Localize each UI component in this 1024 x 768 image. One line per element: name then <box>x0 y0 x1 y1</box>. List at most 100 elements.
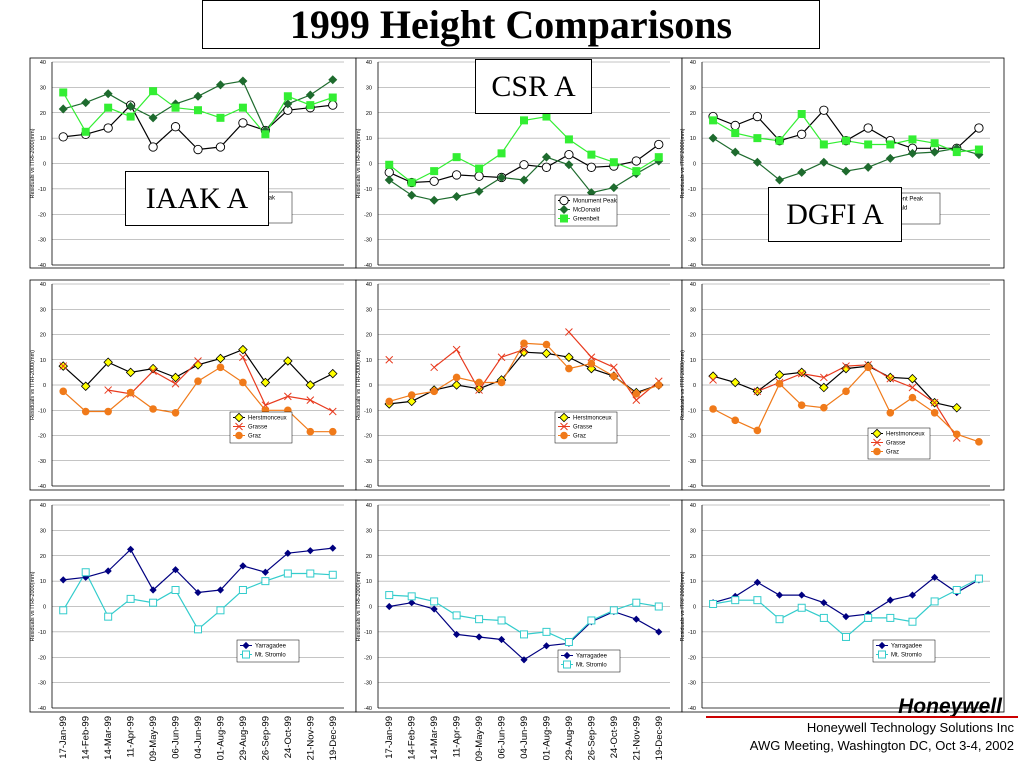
y-tick-label: -10 <box>364 630 372 636</box>
data-point <box>541 162 552 172</box>
data-point <box>148 363 158 374</box>
panel-frame <box>681 499 1005 713</box>
panel-dgfi-australia: 40 30 20 10 0 -10 -20 -30 -40 Residuals vs ITRF20… <box>680 499 1005 713</box>
y-tick-label: -40 <box>364 263 372 269</box>
data-point <box>81 407 90 416</box>
title-box: 1999 Height Comparisons <box>202 0 820 49</box>
data-point <box>975 438 983 446</box>
data-point <box>564 135 573 144</box>
data-point <box>406 396 417 407</box>
data-point <box>234 412 244 423</box>
data-point <box>148 113 158 123</box>
y-tick-label: 10 <box>690 136 696 142</box>
data-point <box>709 405 717 413</box>
data-point <box>126 112 135 121</box>
y-tick-label: -30 <box>364 238 372 244</box>
data-point <box>305 90 315 100</box>
x-tick-label: 17-Jan-99 <box>384 716 395 759</box>
data-point <box>497 635 506 644</box>
y-axis-label: Residuals vs ITRF2000(mm) <box>30 571 36 641</box>
data-point <box>104 103 113 112</box>
data-point <box>752 111 763 122</box>
data-point <box>520 656 528 664</box>
data-point <box>238 76 248 86</box>
data-point <box>384 175 394 185</box>
legend: Yarragadee Mt. Stromlo <box>236 639 300 663</box>
y-tick-label: -30 <box>688 681 696 687</box>
legend: Herstmonceux Grasse Graz <box>867 427 931 460</box>
y-tick-label: -20 <box>364 212 372 218</box>
data-point <box>908 591 917 599</box>
data-point <box>306 547 314 555</box>
data-point <box>885 153 895 163</box>
data-point <box>559 195 569 206</box>
data-point <box>519 160 529 170</box>
data-point <box>305 380 316 390</box>
data-point <box>385 355 394 364</box>
data-point <box>775 136 784 145</box>
data-point <box>385 160 394 169</box>
data-point <box>864 140 873 149</box>
data-point <box>126 594 135 603</box>
y-tick-label: -20 <box>364 655 372 661</box>
data-point <box>654 153 663 162</box>
data-point <box>520 339 528 348</box>
data-point <box>407 592 416 601</box>
x-tick-label: 14-Feb-99 <box>81 716 92 760</box>
y-tick-label: 20 <box>40 333 46 339</box>
y-tick-label: 40 <box>690 60 696 66</box>
data-point <box>564 638 573 647</box>
data-point <box>193 91 203 101</box>
y-tick-label: -40 <box>38 263 46 269</box>
data-point <box>475 164 484 173</box>
data-point <box>654 381 663 389</box>
y-tick-label: -40 <box>38 706 46 712</box>
legend-label: Yarragadee <box>255 644 287 650</box>
y-tick-label: 40 <box>690 282 696 288</box>
data-point <box>242 641 250 650</box>
data-point <box>429 176 439 186</box>
data-point <box>474 186 484 196</box>
data-point <box>284 549 292 557</box>
data-point <box>952 430 961 439</box>
data-point <box>819 157 829 167</box>
data-point <box>907 148 917 158</box>
data-point <box>238 344 248 355</box>
data-point <box>194 377 202 386</box>
data-point <box>872 428 882 439</box>
x-tick-label: 26-Sep-99 <box>586 716 597 760</box>
data-point <box>864 613 873 622</box>
y-tick-label: 0 <box>369 383 372 389</box>
data-point <box>171 103 180 112</box>
data-point <box>565 364 573 373</box>
data-point <box>819 105 829 115</box>
y-tick-label: 0 <box>369 162 372 168</box>
data-point <box>753 596 762 605</box>
y-axis-label: Residuals vs ITRF2000(mm) <box>680 128 686 198</box>
data-point <box>104 612 113 621</box>
data-point <box>908 135 917 144</box>
data-point <box>930 398 939 407</box>
data-point <box>283 356 293 366</box>
data-point <box>171 379 180 388</box>
legend-label: Mt. Stromlo <box>891 653 922 659</box>
legend-label: Graz <box>248 434 261 440</box>
data-point <box>452 191 462 201</box>
data-point <box>127 545 135 554</box>
data-point <box>239 353 247 362</box>
logo-divider <box>706 716 1018 718</box>
data-point <box>242 650 250 659</box>
data-point <box>451 380 462 390</box>
data-point <box>81 568 90 577</box>
legend-box <box>236 639 300 663</box>
data-point <box>475 386 483 394</box>
data-point <box>430 387 438 396</box>
data-point <box>104 386 113 394</box>
data-point <box>819 140 828 149</box>
data-point <box>753 426 762 435</box>
x-tick-label: 09-May-99 <box>148 716 159 761</box>
data-point <box>238 586 247 595</box>
data-point <box>542 112 551 121</box>
legend-label: Herstmonceux <box>573 416 612 422</box>
data-point <box>774 370 785 380</box>
